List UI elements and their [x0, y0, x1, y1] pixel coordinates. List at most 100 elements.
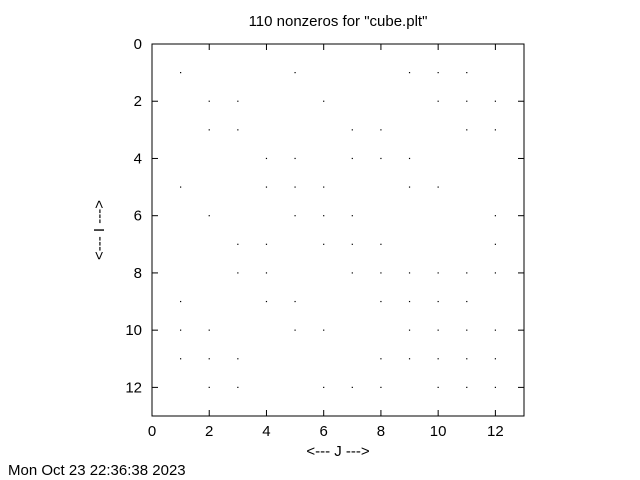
y-axis-label: <--- I --->: [91, 200, 108, 260]
nonzero-point: [380, 300, 382, 303]
x-tick-label: 10: [430, 423, 447, 440]
nonzero-point: [408, 329, 411, 331]
x-tick-label: 2: [205, 423, 213, 440]
nonzero-point: [265, 157, 268, 160]
nonzero-point: [180, 300, 182, 303]
nonzero-point: [466, 386, 468, 388]
nonzero-point: [323, 100, 325, 102]
nonzero-point: [466, 272, 468, 274]
nonzero-point: [294, 72, 296, 74]
y-tick-label: 2: [134, 93, 142, 110]
nonzero-point: [494, 358, 496, 360]
nonzero-point: [323, 329, 325, 331]
nonzero-point: [180, 186, 182, 188]
nonzero-point: [237, 100, 239, 102]
nonzero-point: [494, 272, 496, 274]
nonzero-point: [351, 215, 353, 217]
nonzero-point: [494, 386, 496, 388]
y-tick-label: 6: [134, 208, 142, 225]
nonzero-point: [437, 72, 439, 74]
nonzero-point: [208, 129, 210, 131]
nonzero-point: [351, 386, 353, 388]
nonzero-point: [180, 358, 182, 360]
nonzero-point: [237, 272, 239, 274]
nonzero-point: [408, 186, 411, 188]
nonzero-point: [437, 100, 439, 102]
nonzero-point: [408, 300, 411, 303]
nonzero-point: [294, 157, 296, 160]
plot-frame: [151, 43, 525, 417]
nonzero-point: [408, 157, 411, 160]
nonzero-point: [437, 386, 439, 388]
nonzero-point: [408, 358, 411, 360]
nonzero-point: [294, 329, 296, 331]
nonzero-point: [265, 186, 268, 188]
nonzero-point: [294, 300, 296, 303]
y-axis: 0 2 4 6 8 10 12: [125, 36, 524, 396]
nonzero-point: [323, 186, 325, 188]
nonzero-point: [380, 358, 382, 360]
nonzero-point: [466, 72, 468, 74]
nonzero-point: [351, 157, 353, 160]
nonzero-point: [237, 386, 239, 388]
nonzero-points: [180, 72, 496, 388]
nonzero-point: [494, 100, 496, 102]
y-tick-label: 0: [134, 36, 142, 53]
x-axis: 0 2 4 6 8 10 12: [148, 44, 504, 440]
nonzero-point: [351, 129, 353, 131]
nonzero-point: [265, 272, 268, 274]
timestamp: Mon Oct 23 22:36:38 2023: [8, 462, 186, 479]
nonzero-point: [408, 272, 411, 274]
nonzero-point: [494, 129, 496, 131]
nonzero-point: [494, 243, 496, 245]
nonzero-point: [265, 243, 268, 245]
nonzero-point: [180, 72, 182, 74]
nonzero-point: [208, 358, 210, 360]
nonzero-point: [466, 100, 468, 102]
nonzero-point: [265, 300, 268, 303]
nonzero-point: [351, 272, 353, 274]
nonzero-point: [437, 300, 439, 303]
x-tick-label: 8: [377, 423, 385, 440]
nonzero-point: [494, 329, 496, 331]
y-tick-label: 4: [134, 150, 142, 167]
nonzero-point: [380, 129, 382, 131]
nonzero-point: [208, 100, 210, 102]
nonzero-point: [208, 329, 210, 331]
nonzero-point: [380, 272, 382, 274]
nonzero-point: [380, 386, 382, 388]
nonzero-point: [380, 157, 382, 160]
nonzero-point: [408, 72, 411, 74]
nonzero-point: [466, 329, 468, 331]
nonzero-point: [494, 215, 496, 217]
nonzero-point: [208, 215, 210, 217]
nonzero-point: [323, 215, 325, 217]
nonzero-point: [294, 215, 296, 217]
nonzero-point: [351, 243, 353, 245]
nonzero-point: [237, 243, 239, 245]
nonzero-point: [323, 386, 325, 388]
x-tick-label: 12: [487, 423, 504, 440]
nonzero-point: [237, 358, 239, 360]
x-axis-label: <--- J --->: [306, 443, 370, 460]
nonzero-point: [437, 186, 439, 188]
x-tick-label: 0: [148, 423, 156, 440]
chart-title: 110 nonzeros for "cube.plt": [249, 13, 428, 30]
nonzero-point: [180, 329, 182, 331]
nonzero-point: [437, 358, 439, 360]
nonzero-point: [208, 386, 210, 388]
nonzero-point: [437, 272, 439, 274]
nonzero-point: [466, 129, 468, 131]
x-tick-label: 6: [320, 423, 328, 440]
nonzero-point: [380, 243, 382, 245]
y-tick-label: 12: [125, 379, 142, 396]
nonzero-point: [466, 358, 468, 360]
nonzero-point: [294, 186, 296, 188]
x-tick-label: 4: [262, 423, 270, 440]
nonzero-point: [466, 300, 468, 303]
y-tick-label: 10: [125, 322, 142, 339]
nonzero-point: [237, 129, 239, 131]
nonzero-point: [437, 329, 439, 331]
y-tick-label: 8: [134, 265, 142, 282]
